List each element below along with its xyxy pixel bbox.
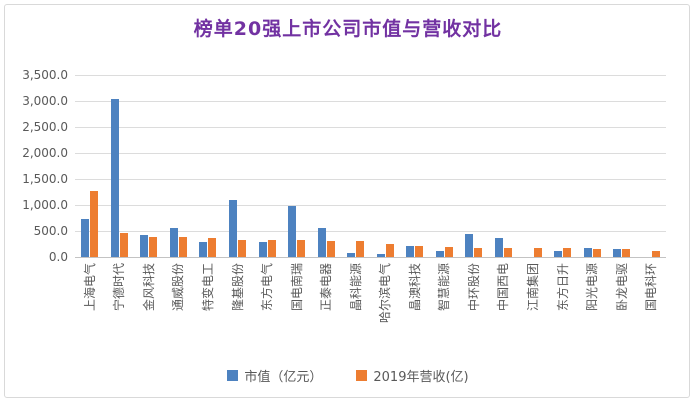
y-axis-tick-label: 1,000.0 <box>22 198 68 212</box>
x-axis-category-label: 东方日升 <box>556 263 570 312</box>
x-axis-category-label: 通威股份 <box>171 263 185 312</box>
x-axis-category-label: 卧龙电驱 <box>615 263 629 312</box>
x-axis-category-label: 特变电工 <box>201 263 215 312</box>
x-axis-category-label: 正泰电器 <box>319 263 333 312</box>
bar-revenue <box>149 237 157 257</box>
x-axis-line <box>75 257 666 258</box>
gridline <box>75 205 666 206</box>
bar-market-cap <box>170 228 178 257</box>
bar-market-cap <box>318 228 326 257</box>
bar-revenue <box>534 248 542 257</box>
x-axis-category-label: 金风科技 <box>142 263 156 312</box>
y-axis-tick-label: 3,500.0 <box>22 68 68 82</box>
x-axis-category-label: 中环股份 <box>467 263 481 312</box>
bar-market-cap <box>406 246 414 257</box>
x-axis-category-label: 阳光电源 <box>585 263 599 312</box>
bar-revenue <box>120 233 128 257</box>
bar-revenue <box>386 244 394 257</box>
bar-revenue <box>652 251 660 257</box>
bar-market-cap <box>229 200 237 257</box>
x-axis-category-label: 国电南瑞 <box>290 263 304 312</box>
bar-revenue <box>593 249 601 257</box>
gridline <box>75 127 666 128</box>
x-axis-category-label: 隆基股份 <box>231 263 245 312</box>
gridline <box>75 75 666 76</box>
x-axis-category-label: 哈尔滨电气 <box>378 263 392 324</box>
bar-revenue <box>327 241 335 257</box>
bar-revenue <box>356 241 364 257</box>
chart-legend: 市值（亿元） 2019年营收(亿) <box>0 366 696 385</box>
y-axis-tick-label: 1,500.0 <box>22 172 68 186</box>
legend-item: 2019年营收(亿) <box>356 366 469 385</box>
chart-title: 榜单20强上市公司市值与营收对比 <box>193 18 503 40</box>
bar-revenue <box>504 248 512 257</box>
y-axis-tick-label: 3,000.0 <box>22 94 68 108</box>
gridline <box>75 231 666 232</box>
x-axis-category-label: 晶澳科技 <box>408 263 422 312</box>
bar-market-cap <box>613 249 621 257</box>
bar-market-cap <box>347 253 355 257</box>
bar-market-cap <box>259 242 267 257</box>
gridline <box>75 153 666 154</box>
x-axis-category-label: 国电科环 <box>644 263 658 312</box>
y-axis-tick-label: 2,000.0 <box>22 146 68 160</box>
x-axis-category-label: 晶科能源 <box>349 263 363 312</box>
bar-market-cap <box>288 206 296 257</box>
y-axis-tick-label: 0.0 <box>48 250 68 264</box>
bar-revenue <box>297 240 305 257</box>
legend-item: 市值（亿元） <box>227 366 322 385</box>
bar-revenue <box>238 240 246 257</box>
bar-revenue <box>268 240 276 257</box>
bar-revenue <box>415 246 423 257</box>
bar-market-cap <box>377 254 385 257</box>
gridline <box>75 101 666 102</box>
y-axis-tick-label: 500.0 <box>33 224 68 238</box>
bar-market-cap <box>465 234 473 257</box>
bar-revenue <box>622 249 630 257</box>
bar-market-cap <box>436 251 444 257</box>
bar-market-cap <box>554 251 562 257</box>
x-axis-category-label: 智慧能源 <box>437 263 451 312</box>
bar-revenue <box>208 238 216 257</box>
bar-revenue <box>474 248 482 257</box>
bar-market-cap <box>584 248 592 257</box>
legend-label: 2019年营收(亿) <box>373 370 469 385</box>
x-axis-category-label: 东方电气 <box>260 263 274 312</box>
x-axis-category-label: 中国西电 <box>496 263 510 312</box>
bar-market-cap <box>111 99 119 257</box>
legend-swatch-icon <box>227 370 239 381</box>
bar-revenue <box>90 191 98 257</box>
y-axis-tick-label: 2,500.0 <box>22 120 68 134</box>
x-axis-category-label: 上海电气 <box>83 263 97 312</box>
bar-market-cap <box>81 219 89 257</box>
x-axis-category-label: 宁德时代 <box>112 263 126 312</box>
bar-market-cap <box>140 235 148 257</box>
bar-revenue <box>445 247 453 257</box>
x-axis-category-label: 江南集团 <box>526 263 540 312</box>
bar-market-cap <box>495 238 503 257</box>
gridline <box>75 179 666 180</box>
bar-revenue <box>563 248 571 257</box>
bar-revenue <box>179 237 187 257</box>
legend-label: 市值（亿元） <box>244 370 323 385</box>
bar-market-cap <box>199 242 207 257</box>
legend-swatch-icon <box>356 370 368 381</box>
